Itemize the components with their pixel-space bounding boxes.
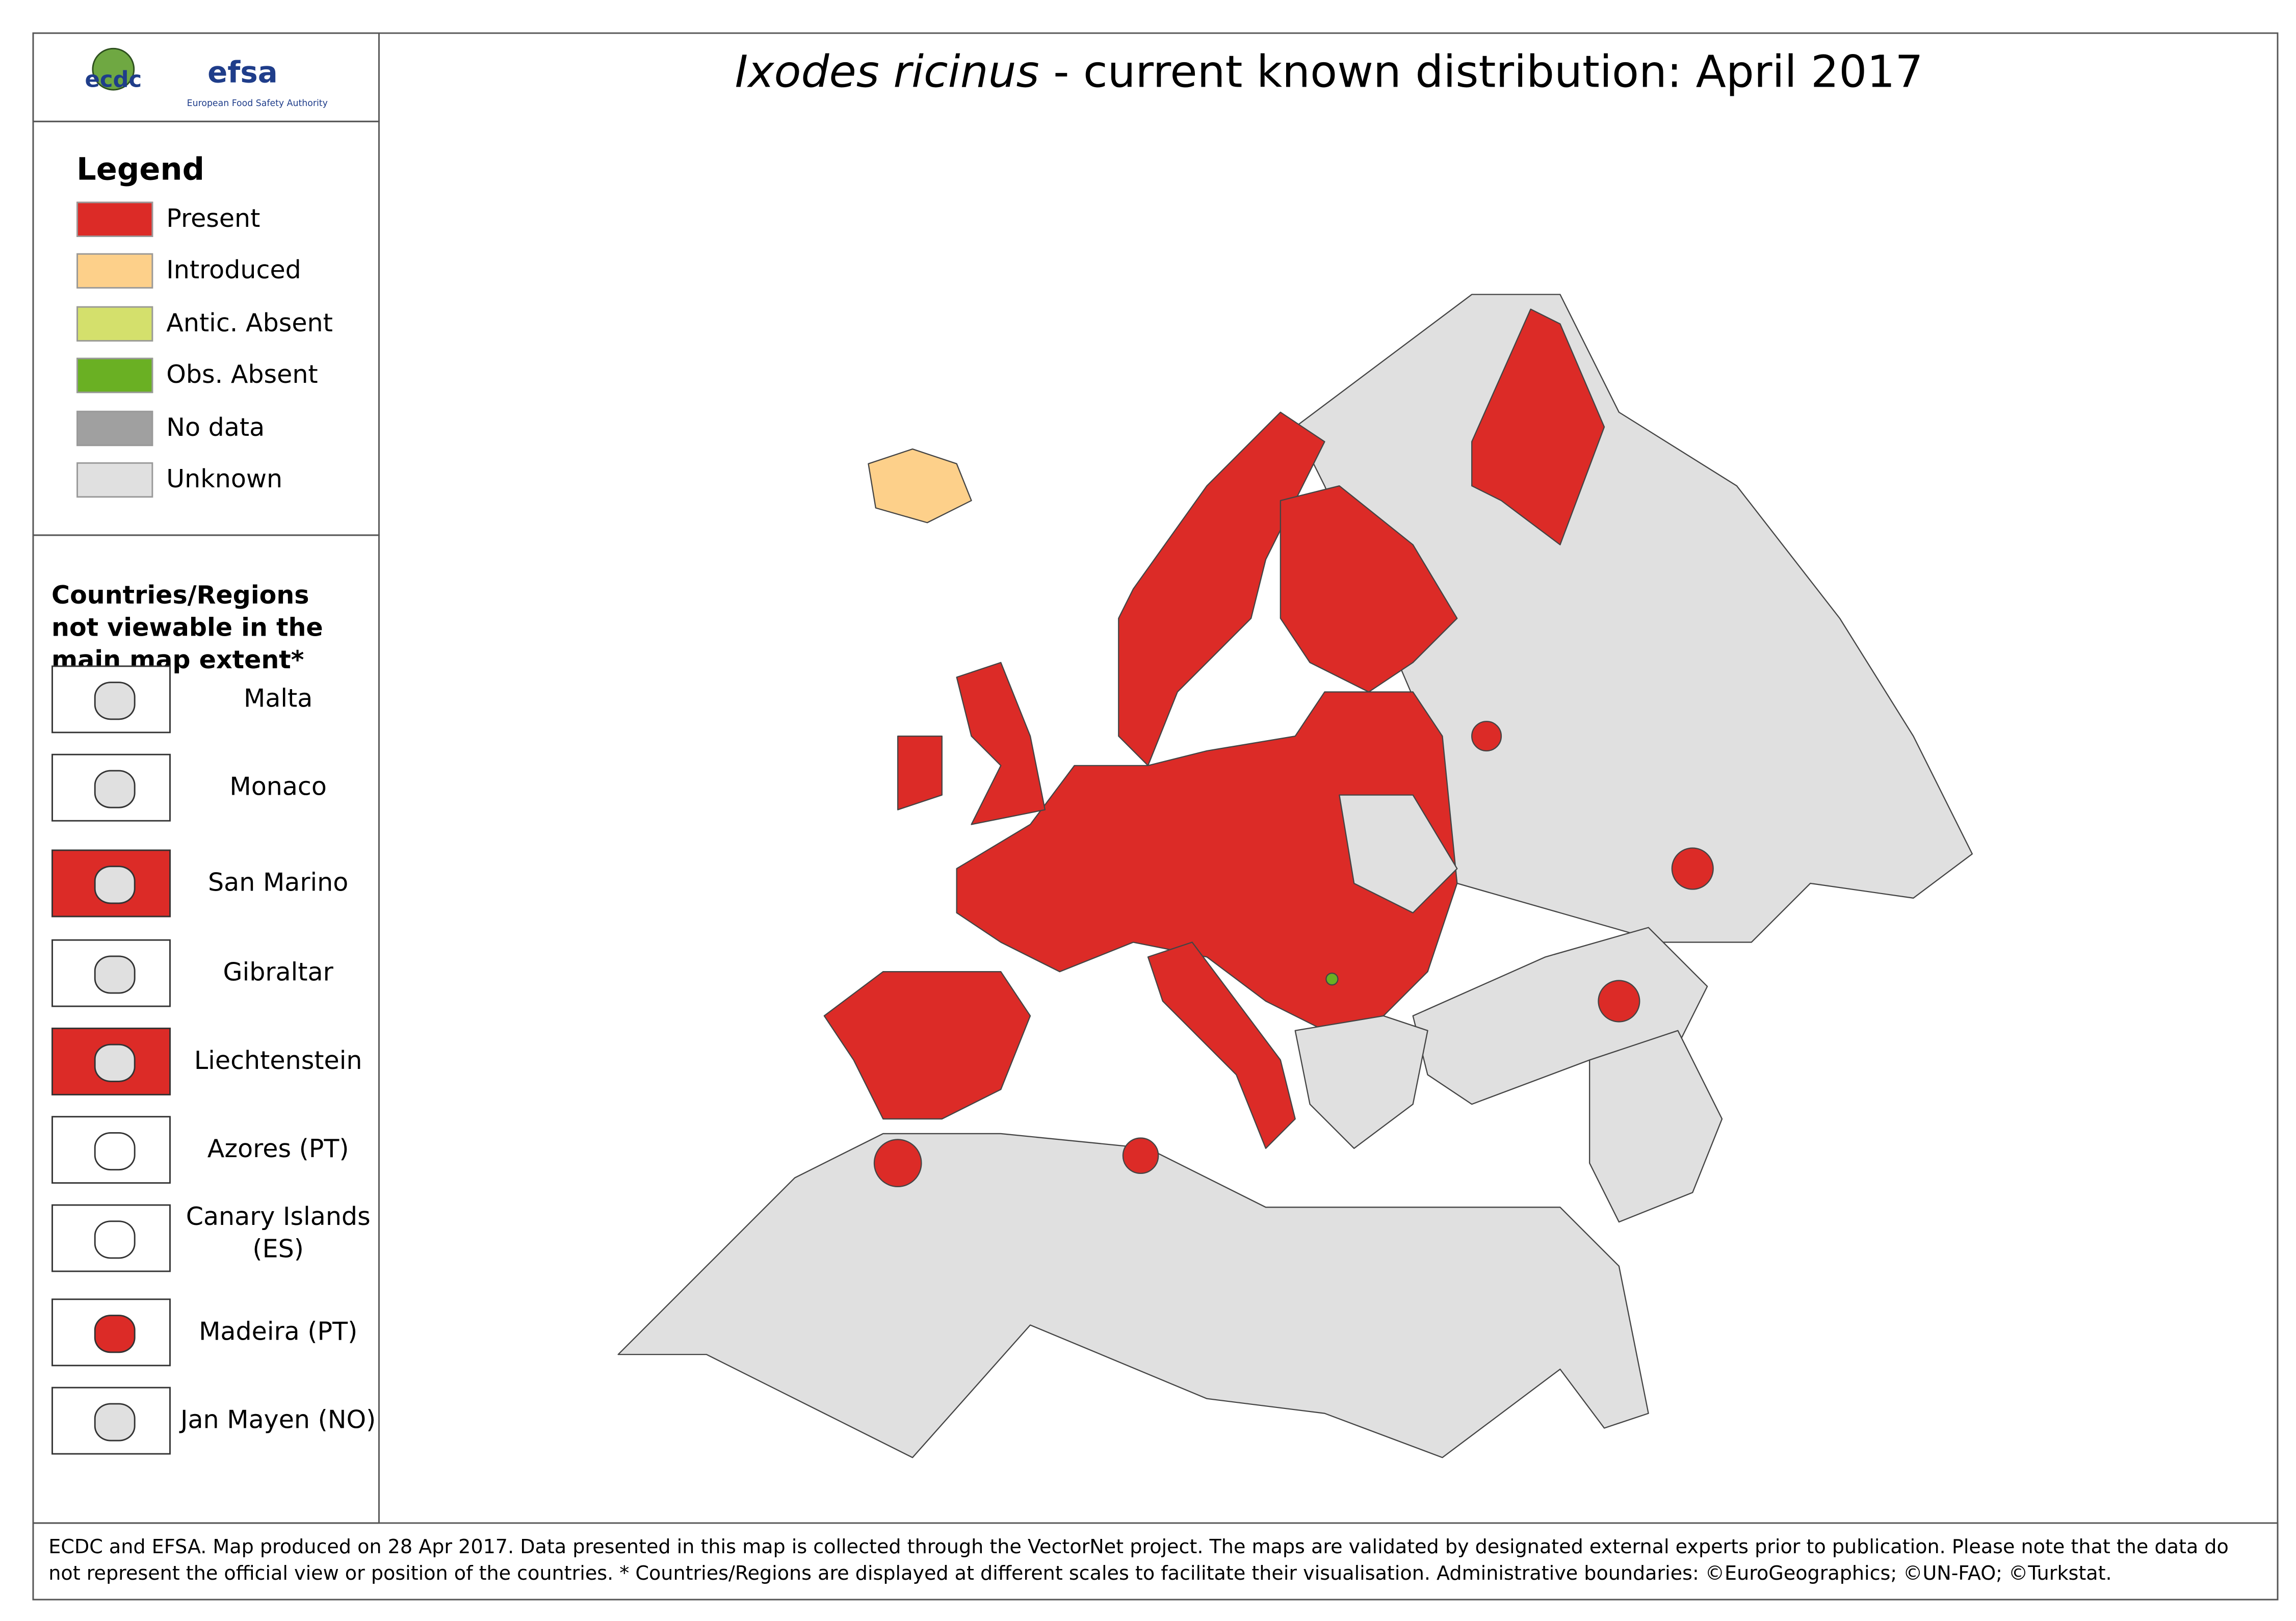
legend-swatch bbox=[76, 462, 153, 498]
middle-east bbox=[1589, 1030, 1723, 1223]
inset-land bbox=[94, 770, 136, 808]
inset-map bbox=[51, 939, 171, 1007]
inset-map bbox=[51, 753, 171, 822]
legend-label: Unknown bbox=[166, 465, 283, 495]
legend: Legend Present Introduced Antic. Absent Obs… bbox=[32, 120, 380, 536]
inset-map bbox=[51, 1204, 171, 1272]
legend-label: No data bbox=[166, 413, 265, 443]
legend-swatch bbox=[76, 253, 153, 290]
inset-label: Liechtenstein bbox=[194, 1047, 362, 1077]
region-present bbox=[1471, 721, 1502, 752]
title-rest: - current known distribution: April 2017 bbox=[1053, 47, 1923, 99]
finland bbox=[1280, 485, 1458, 693]
region-obs-absent bbox=[1325, 972, 1339, 986]
legend-label: Introduced bbox=[166, 256, 301, 286]
legend-swatch bbox=[76, 201, 153, 238]
inset-land bbox=[94, 1132, 136, 1171]
inset-land bbox=[94, 682, 136, 720]
inset-label: Gibraltar bbox=[223, 958, 333, 988]
inset-label: San Marino bbox=[207, 869, 349, 898]
inset-land bbox=[94, 1315, 136, 1353]
region-present bbox=[1122, 1137, 1159, 1174]
insets-title: Countries/Regions not viewable in the ma… bbox=[51, 581, 323, 676]
inset-land bbox=[94, 866, 136, 904]
inset-land bbox=[94, 1403, 136, 1442]
central-europe bbox=[956, 691, 1458, 1031]
ireland bbox=[897, 735, 943, 811]
inset-map bbox=[51, 1387, 171, 1455]
insets: Countries/Regions not viewable in the ma… bbox=[32, 534, 380, 1524]
legend-label: Antic. Absent bbox=[166, 308, 333, 338]
inset-map bbox=[51, 849, 171, 918]
title-species: Ixodes ricinus bbox=[735, 47, 1039, 99]
inset-label: Madeira (PT) bbox=[199, 1317, 358, 1347]
inset-map bbox=[51, 1116, 171, 1184]
belarus bbox=[1339, 794, 1458, 913]
region-present bbox=[1471, 308, 1605, 545]
legend-title: Legend bbox=[76, 151, 205, 187]
inset-map bbox=[51, 1298, 171, 1367]
inset-label: Jan Mayen (NO) bbox=[180, 1406, 376, 1435]
inset-label: Malta bbox=[243, 685, 313, 714]
legend-swatch bbox=[76, 306, 153, 342]
inset-land bbox=[94, 1220, 136, 1259]
inset-label: Azores (PT) bbox=[207, 1135, 349, 1165]
legend-label: Obs. Absent bbox=[166, 361, 318, 390]
efsa-text: efsa bbox=[207, 54, 278, 90]
legend-label: Present bbox=[166, 204, 260, 234]
inset-label: Canary Islands (ES) bbox=[186, 1202, 371, 1265]
title: Ixodes ricinus - current known distribut… bbox=[380, 47, 2278, 98]
logo-box: ecdc efsa European Food Safety Authority bbox=[32, 32, 380, 122]
footer-box: ECDC and EFSA. Map produced on 28 Apr 20… bbox=[32, 1522, 2279, 1601]
north-africa bbox=[617, 1133, 1649, 1458]
inset-map bbox=[51, 1027, 171, 1095]
region-present bbox=[1598, 980, 1640, 1023]
balkans bbox=[1294, 1015, 1428, 1149]
footer: ECDC and EFSA. Map produced on 28 Apr 20… bbox=[48, 1537, 2229, 1586]
legend-swatch bbox=[76, 410, 153, 446]
efsa-subtitle: European Food Safety Authority bbox=[187, 98, 328, 109]
legend-swatch bbox=[76, 358, 153, 394]
region-present bbox=[1671, 847, 1714, 890]
iceland bbox=[868, 448, 972, 524]
inset-label: Monaco bbox=[229, 773, 327, 803]
iberia bbox=[823, 971, 1031, 1120]
great-britain bbox=[956, 662, 1046, 825]
inset-land bbox=[94, 1043, 136, 1082]
ecdc-text: ecdc bbox=[85, 67, 142, 92]
map bbox=[617, 294, 1973, 1458]
region-present bbox=[873, 1139, 922, 1188]
ecdc-logo: ecdc bbox=[85, 47, 142, 92]
italy bbox=[1147, 942, 1296, 1149]
inset-map bbox=[51, 665, 171, 734]
inset-land bbox=[94, 955, 136, 994]
